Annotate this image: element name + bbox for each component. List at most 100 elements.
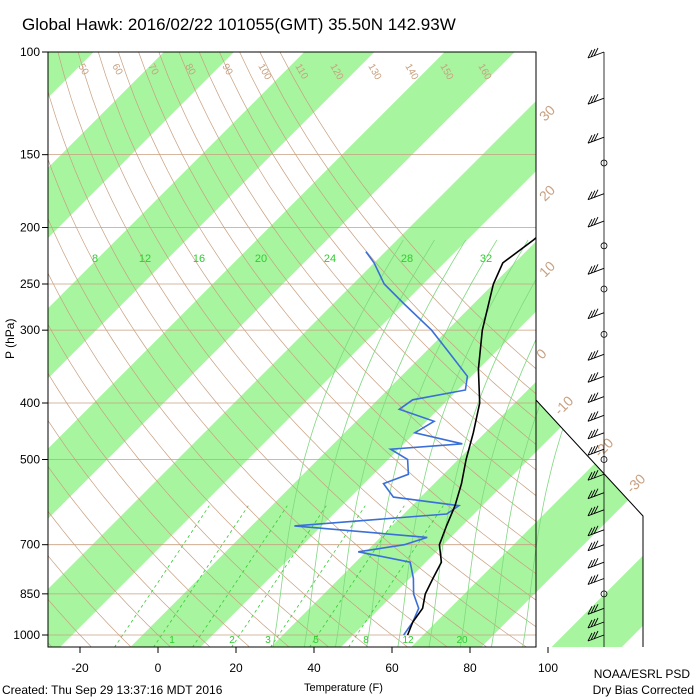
isotherm-band — [48, 52, 643, 647]
wind-barb-flag — [593, 372, 599, 381]
wind-barb-flag — [587, 632, 593, 642]
overlay-labels: 8 12 16 20 24 28 321 2 3 5 8 12 203020100-10-20-3050… — [75, 62, 648, 646]
dry-adiabat-label: 50 — [75, 62, 90, 78]
dry-adiabat-line — [48, 510, 171, 647]
y-tick-label: 700 — [20, 538, 40, 552]
dry-adiabat-label: 60 — [109, 62, 124, 78]
wind-calm-marker — [600, 456, 608, 463]
y-tick-label: 200 — [20, 221, 40, 235]
y-axis-label: P (hPa) — [3, 319, 17, 359]
wind-barb-flag — [590, 94, 596, 104]
chart-title: Global Hawk: 2016/02/22 101055(GMT) 35.5… — [22, 15, 456, 34]
wind-barb-flag — [587, 606, 593, 615]
x-axis-label: Temperature (F) — [304, 682, 383, 694]
moist-adiabat-line — [335, 239, 467, 647]
mixing-ratio-line — [270, 505, 366, 647]
x-tick-label: 40 — [307, 661, 321, 675]
plot-border — [47, 51, 537, 648]
dewpoint-profile — [294, 251, 469, 636]
y-tick-label: 1000 — [13, 628, 40, 642]
wind-calm-marker — [600, 159, 608, 167]
mixing-ratio-label: 16 — [193, 253, 205, 265]
wind-barb-flag — [587, 352, 593, 361]
wind-barb-flag — [593, 189, 599, 198]
x-tick-label: -20 — [71, 661, 89, 675]
mixing-ratio-label-bottom: 12 — [402, 635, 414, 646]
wind-barb-staff — [587, 414, 605, 422]
dry-adiabat-label: 80 — [182, 62, 197, 78]
mixing-ratio-line — [231, 505, 327, 647]
isotherm-label: 30 — [536, 102, 558, 124]
wind-barb-staff — [587, 432, 605, 440]
wind-barb-flag — [593, 488, 599, 497]
y-tick-label: 400 — [20, 396, 40, 410]
wind-calm-marker — [600, 285, 608, 293]
dry-adiabat-line — [48, 323, 330, 647]
wind-barb-flag — [587, 527, 593, 536]
wind-barb-flag — [593, 308, 599, 317]
mixing-ratio-line — [309, 505, 405, 647]
wind-barb-flag — [590, 48, 596, 58]
y-axis: 100 150 200 250 300 400 500 700 850 1000 — [13, 45, 48, 642]
wind-barb-staff — [587, 634, 605, 642]
wind-barb-staff — [587, 448, 605, 456]
moist-adiabat-line — [366, 239, 498, 647]
wind-barb-flag — [590, 373, 596, 382]
wind-barb-flag — [590, 445, 596, 455]
mixing-ratio-line — [348, 505, 444, 647]
wind-calm-marker — [600, 330, 608, 338]
wind-barb-flag — [590, 190, 596, 199]
wind-barb-flag — [587, 413, 593, 422]
dry-adiabat-line — [178, 52, 536, 497]
wind-barb-flag — [587, 134, 593, 144]
wind-barb-flag — [590, 133, 596, 143]
dry-adiabat-line — [239, 52, 536, 420]
wind-barb-flag — [587, 266, 593, 275]
dry-adiabat-line — [48, 272, 369, 647]
wind-barb-staff — [587, 529, 605, 537]
wind-barb-staff — [587, 578, 605, 585]
wind-barb-staff — [587, 267, 605, 275]
wind-barb-flag — [590, 471, 596, 480]
dry-adiabat-line — [219, 52, 536, 445]
wind-barb-flag — [593, 264, 599, 273]
mixing-ratio-label: 8 — [92, 253, 98, 265]
mixing-ratio-label: 28 — [401, 253, 413, 265]
wind-barb-flag — [590, 489, 596, 498]
dry-adiabat-line — [279, 52, 536, 370]
isotherm-bands — [48, 52, 643, 647]
wind-barb-flag — [593, 350, 599, 359]
wind-barb-flag — [587, 49, 593, 59]
wind-barb-flag — [587, 191, 593, 200]
mixing-ratio-label-bottom: 8 — [363, 635, 369, 646]
wind-barb-flag — [590, 575, 596, 584]
mixing-ratio-label-bottom: 3 — [265, 635, 271, 646]
wind-barb-flag — [590, 605, 596, 614]
mixing-ratio-lines — [114, 505, 444, 647]
wind-barb-staff — [587, 375, 605, 383]
wind-barb-staff — [587, 396, 605, 404]
y-tick-label: 100 — [20, 45, 40, 59]
dry-adiabat-line — [48, 419, 250, 647]
wind-barb-flag — [593, 505, 599, 515]
dry-adiabat-label: 70 — [145, 62, 160, 78]
mixing-ratio-label-bottom: 1 — [169, 635, 175, 646]
wind-calm-marker — [600, 590, 608, 598]
isotherm-band — [48, 52, 234, 647]
wind-barb-flag — [587, 394, 593, 403]
mixing-ratio-label: 32 — [480, 253, 492, 265]
mixing-ratio-line — [192, 505, 288, 647]
dry-adiabat-line — [57, 52, 527, 647]
dry-adiabat-line — [48, 598, 92, 647]
wind-barb-flag — [590, 265, 596, 274]
wind-barbs — [587, 47, 608, 647]
x-axis: -20 0 20 40 60 80 100 — [71, 647, 558, 675]
wind-barb-staff — [587, 561, 605, 569]
dry-bias-note: Dry Bias Corrected — [593, 683, 694, 697]
wind-barb-staff — [587, 220, 605, 228]
y-tick-label: 300 — [20, 323, 40, 337]
wind-barb-flag — [590, 217, 596, 227]
x-tick-label: 20 — [229, 661, 243, 675]
temperature-profile — [406, 236, 536, 636]
wind-barb-flag — [593, 617, 599, 627]
